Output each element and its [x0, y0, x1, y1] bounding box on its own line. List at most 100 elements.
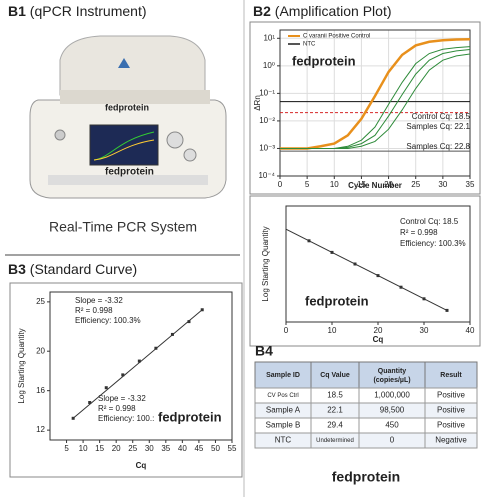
cell-text: 98,500 [380, 406, 405, 415]
header-cell [358, 361, 426, 389]
x-axis-label: Cq [136, 461, 147, 470]
cell [424, 432, 478, 449]
panel-title: (Standard Curve) [30, 261, 137, 277]
annotation: Control Cq: 18.5 [412, 112, 471, 121]
plot-frame [49, 291, 233, 441]
y-tick-label: 10⁰ [263, 61, 275, 70]
y-axis-label: ΔRn [253, 95, 262, 111]
annotation: Efficiency: 100.3% [400, 239, 466, 248]
point [121, 373, 125, 377]
y-tick-label: 12 [36, 425, 45, 434]
header-text-line: (copies/µL) [373, 377, 410, 384]
x-tick-label: 35 [161, 444, 170, 453]
cell-text: 22.1 [327, 406, 343, 415]
annotation: Samples Cq: 22.1 [406, 122, 470, 131]
point [187, 320, 191, 324]
x-tick-label: 30 [438, 180, 447, 189]
watermark: fedprotein [305, 293, 369, 308]
y-tick-label: 10¹ [263, 33, 275, 42]
panel-label: B4 [255, 343, 273, 359]
point [137, 359, 141, 363]
header-text: Sample ID [266, 372, 300, 379]
legend-label: C varanii Positive Control [303, 34, 370, 40]
x-tick-label: 10 [330, 180, 339, 189]
annotation: Control Cq: 18.5 [400, 217, 459, 226]
x-tick-label: 5 [305, 180, 310, 189]
x-tick-label: 45 [194, 444, 203, 453]
panel-label: B3 (Standard Curve) [8, 261, 137, 277]
point [445, 308, 449, 312]
x-tick-label: 25 [128, 444, 137, 453]
panel-label: B1 (qPCR Instrument) [8, 3, 147, 19]
watermark: fedprotein [332, 469, 400, 485]
cell-text: Sample B [266, 421, 301, 430]
y-tick-label: 10⁻⁴ [258, 171, 275, 180]
y-axis-label: Log Starting Quantity [17, 328, 26, 403]
legend-label: NTC [303, 42, 316, 48]
x-tick-label: 10 [328, 326, 337, 335]
x-tick-label: 55 [228, 444, 237, 453]
annotation: Slope = -3.32 [75, 296, 123, 305]
y-tick-label: 20 [36, 346, 45, 355]
panel-frame [249, 21, 481, 195]
x-tick-label: 40 [466, 326, 475, 335]
header-text: Cq Value [320, 372, 350, 379]
table: B4 Sample ID Cq Value Quantity (copies/µL) Re… [254, 343, 478, 485]
panel-label: B2 (Amplification Plot) [253, 3, 392, 19]
point [88, 401, 92, 405]
point [104, 386, 108, 390]
point [170, 332, 174, 336]
x-tick-label: 50 [211, 444, 220, 453]
y-tick-label: 25 [36, 297, 45, 306]
annotation: Efficiency: 100.3% [75, 316, 141, 325]
plot-frame [285, 205, 471, 323]
cell-text: CV Pos Ctrl [267, 393, 298, 399]
x-tick-label: 10 [79, 444, 88, 453]
cell-text: 0 [390, 436, 395, 445]
header-text: Result [440, 372, 462, 379]
screen-brand: fedprotein [105, 167, 154, 178]
x-tick-label: 20 [384, 180, 393, 189]
annotation: R² = 0.998 [98, 404, 136, 413]
annotation: R² = 0.998 [75, 306, 113, 315]
x-tick-label: 40 [178, 444, 187, 453]
cell-text: Negative [435, 436, 467, 445]
point [154, 346, 158, 350]
caption: Real-Time PCR System [49, 219, 197, 235]
y-tick-label: 10⁻³ [259, 144, 275, 153]
cell-text: Positive [437, 406, 466, 415]
x-tick-label: 25 [411, 180, 420, 189]
point [399, 285, 403, 289]
fit-line [72, 309, 203, 419]
watermark: fedprotein [158, 409, 222, 424]
cell-text: Sample A [266, 406, 301, 415]
annotation: Samples Cq: 22.8 [406, 142, 470, 151]
instrument-illustration [29, 35, 227, 199]
x-tick-label: 15 [95, 444, 104, 453]
cell-text: 1,000,000 [374, 391, 410, 400]
annotation: Efficiency: 100.: [98, 414, 154, 423]
x-tick-label: 0 [278, 180, 283, 189]
panel-id: B1 [8, 3, 26, 19]
x-tick-label: 30 [145, 444, 154, 453]
x-tick-label: 35 [466, 180, 475, 189]
cell-text: 450 [385, 421, 399, 430]
x-tick-label: 5 [64, 444, 69, 453]
x-tick-label: 20 [374, 326, 383, 335]
cell-text: Positive [437, 421, 466, 430]
series-line [280, 38, 471, 150]
instrument-brand: fedprotein [105, 102, 149, 112]
plot-frame [279, 29, 471, 177]
annotation: Slope = -3.32 [98, 394, 146, 403]
point [376, 274, 380, 278]
header-cell [424, 361, 478, 389]
cell-text: NTC [275, 436, 292, 445]
point [71, 416, 75, 420]
x-axis-label: Cq [373, 335, 384, 344]
y-axis-label: Log Starting Quantity [261, 226, 270, 301]
point [307, 239, 311, 243]
annotation: R² = 0.998 [400, 228, 438, 237]
point [422, 297, 426, 301]
x-tick-label: 20 [112, 444, 121, 453]
header-text-line: Quantity [378, 368, 406, 375]
